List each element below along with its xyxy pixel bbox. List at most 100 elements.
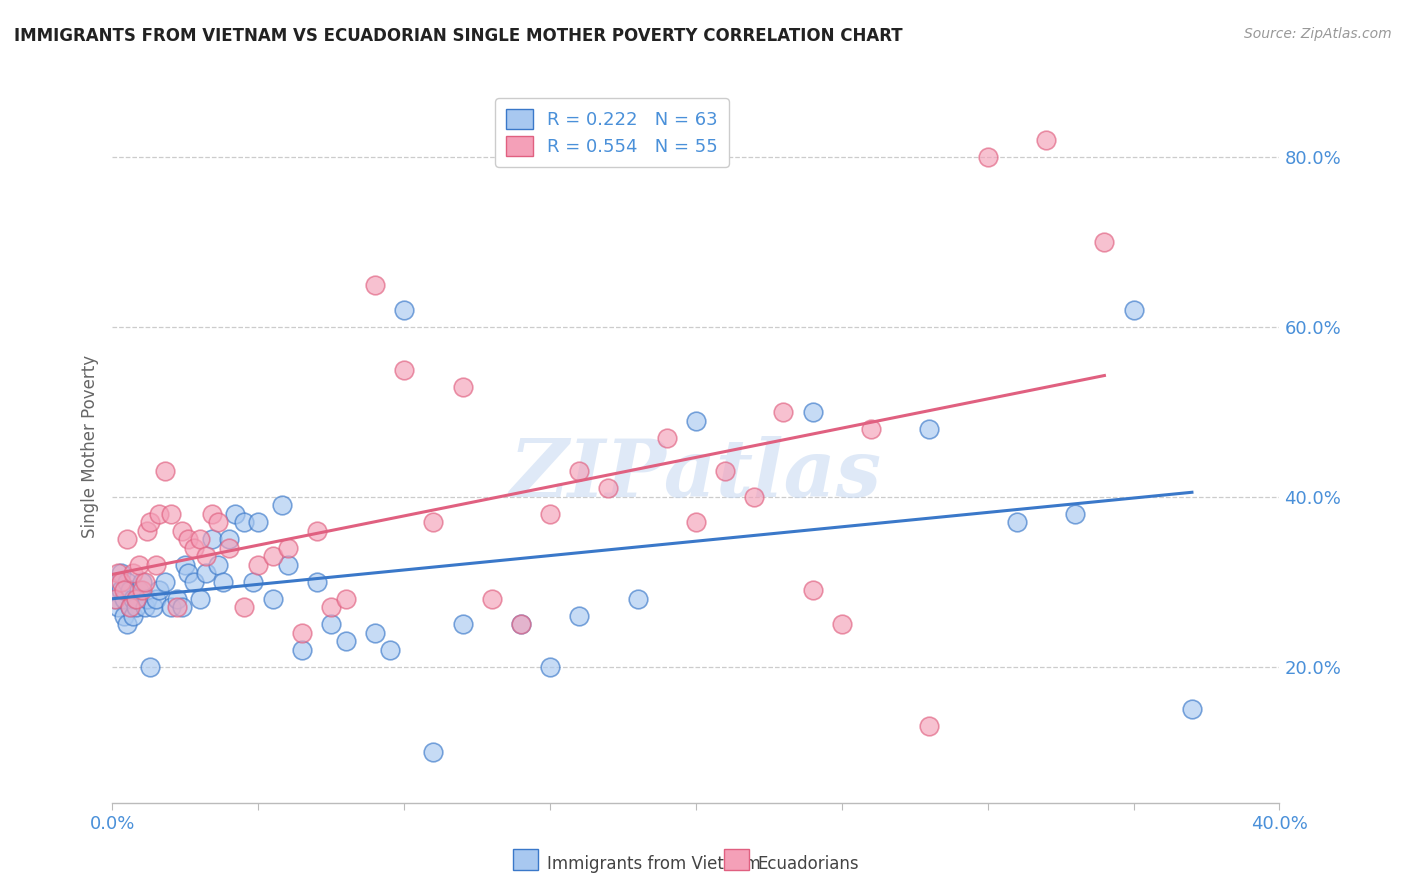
Point [104,591,127,606]
Point [801,405,824,419]
Point [128,583,150,598]
Point [166,591,188,606]
Point [131,583,153,598]
Point [831,617,853,632]
Point [918,422,941,436]
Text: ZIPatlas: ZIPatlas [510,436,882,513]
Text: Source: ZipAtlas.com: Source: ZipAtlas.com [1244,27,1392,41]
Point [1064,507,1087,521]
Point [207,558,229,572]
Point [134,574,156,589]
Point [201,507,224,521]
Point [110,583,132,598]
Point [859,422,883,436]
Text: IMMIGRANTS FROM VIETNAM VS ECUADORIAN SINGLE MOTHER POVERTY CORRELATION CHART: IMMIGRANTS FROM VIETNAM VS ECUADORIAN SI… [14,27,903,45]
Point [918,719,941,733]
Point [538,507,561,521]
Point [655,430,678,444]
Text: Immigrants from Vietnam: Immigrants from Vietnam [547,855,761,873]
Point [392,303,416,318]
Point [772,405,794,419]
Point [742,490,765,504]
Point [321,617,343,632]
Point [291,643,314,657]
Point [335,634,357,648]
Point [194,566,217,581]
Point [160,507,183,521]
Point [247,516,270,530]
Point [145,558,167,572]
Point [538,660,561,674]
Point [153,465,176,479]
Point [110,574,132,589]
Point [136,591,159,606]
Point [598,482,620,496]
Point [1005,516,1028,530]
Point [194,549,217,564]
Point [115,533,138,547]
Point [232,600,254,615]
Point [122,591,145,606]
Point [201,533,224,547]
Point [125,591,148,606]
Point [107,566,129,581]
Point [1092,235,1115,249]
Point [422,516,444,530]
Point [134,600,156,615]
Point [801,583,824,598]
Point [321,600,343,615]
Point [174,558,197,572]
Point [212,574,235,589]
Point [305,574,328,589]
Point [183,574,205,589]
Point [118,583,141,598]
Point [242,574,264,589]
Point [110,566,132,581]
Point [262,591,284,606]
Point [481,591,503,606]
Text: Ecuadorians: Ecuadorians [758,855,859,873]
Point [136,524,159,538]
Point [139,516,162,530]
Point [125,591,148,606]
Point [305,524,328,538]
Point [122,608,145,623]
Point [276,541,298,555]
Point [118,600,141,615]
Y-axis label: Single Mother Poverty: Single Mother Poverty [80,354,98,538]
Point [188,533,211,547]
Point [104,591,127,606]
Point [1122,303,1144,318]
Point [188,591,211,606]
Point [224,507,246,521]
Point [685,516,707,530]
Point [451,379,474,393]
Point [112,583,135,598]
Point [364,277,387,292]
Point [392,362,416,376]
Point [509,617,531,632]
Point [207,516,229,530]
Point [626,591,648,606]
Point [262,549,284,564]
Point [166,600,188,615]
Point [218,533,240,547]
Point [232,516,254,530]
Point [142,600,165,615]
Point [568,608,591,623]
Point [115,574,138,589]
Point [364,626,387,640]
Point [218,541,240,555]
Point [1035,133,1057,147]
Point [685,413,707,427]
Point [145,591,167,606]
Point [276,558,298,572]
Point [128,558,150,572]
Point [714,465,737,479]
Point [131,574,153,589]
Legend: R = 0.222   N = 63, R = 0.554   N = 55: R = 0.222 N = 63, R = 0.554 N = 55 [495,98,728,167]
Point [172,524,194,538]
Point [107,600,129,615]
Point [247,558,270,572]
Point [291,626,314,640]
